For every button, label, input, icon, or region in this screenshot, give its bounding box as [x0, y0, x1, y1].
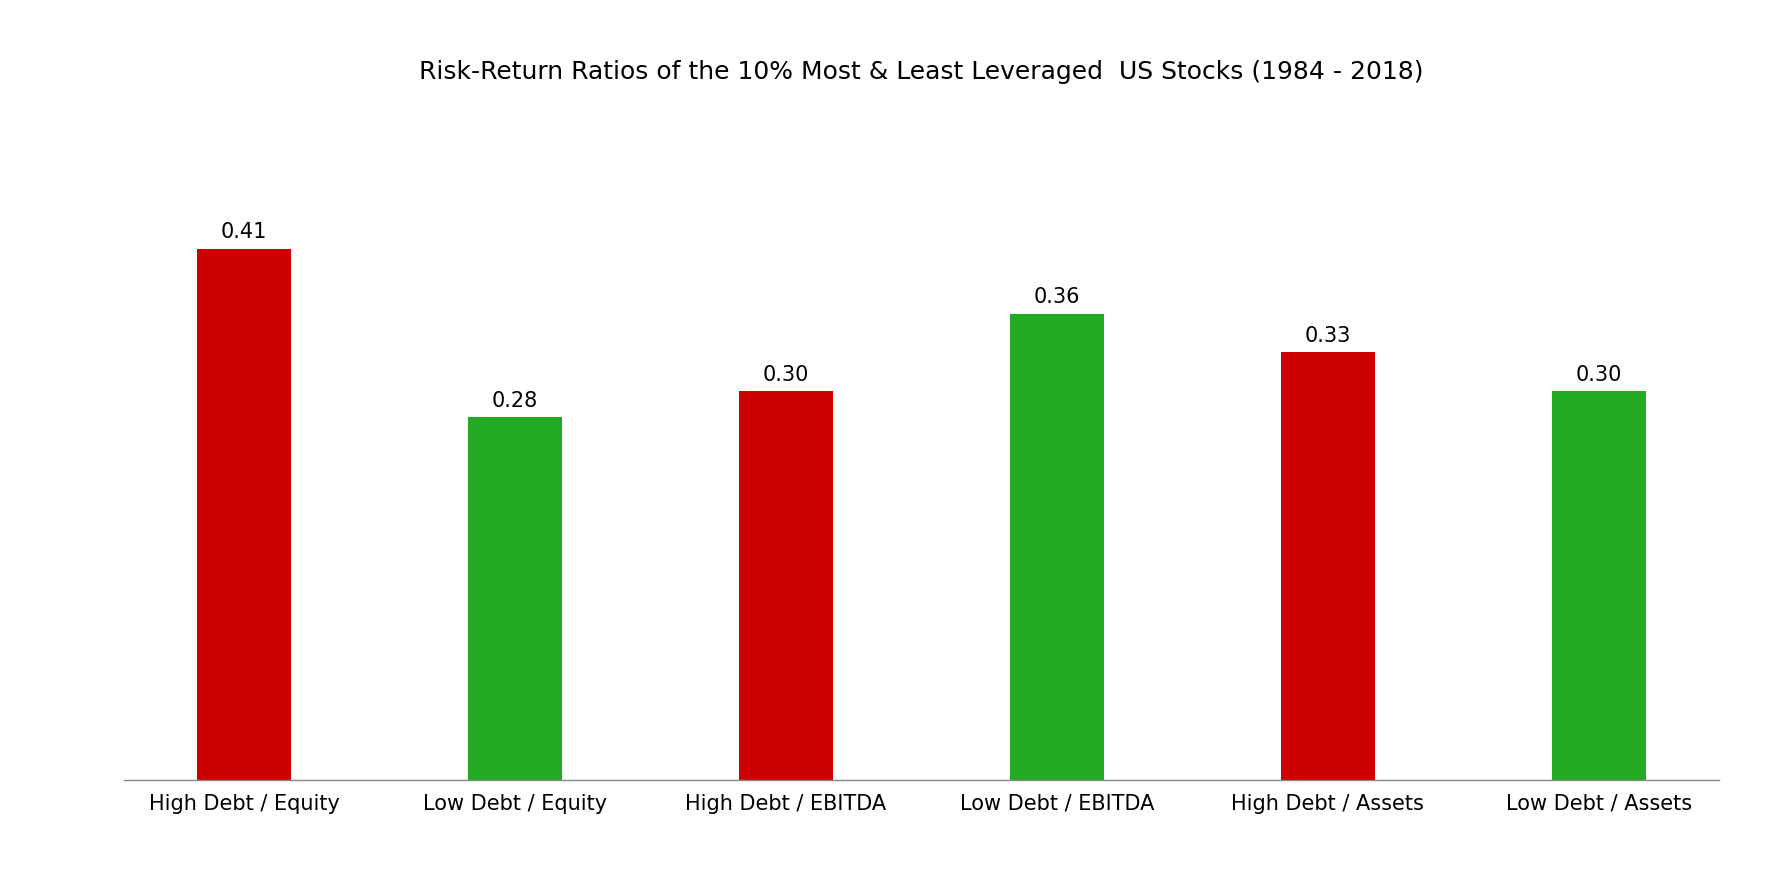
Text: 0.30: 0.30: [1575, 365, 1621, 385]
Bar: [197, 249, 291, 780]
Bar: [739, 392, 833, 780]
Bar: [1552, 392, 1646, 780]
Bar: [468, 417, 562, 780]
Title: Risk-Return Ratios of the 10% Most & Least Leveraged  US Stocks (1984 - 2018): Risk-Return Ratios of the 10% Most & Lea…: [420, 59, 1423, 83]
Text: 0.28: 0.28: [493, 391, 539, 410]
Text: 0.33: 0.33: [1304, 326, 1350, 346]
Text: 0.30: 0.30: [762, 365, 810, 385]
Text: 0.36: 0.36: [1033, 287, 1081, 307]
Bar: [1281, 353, 1375, 780]
Text: 0.41: 0.41: [222, 222, 268, 242]
Bar: [1010, 314, 1104, 780]
